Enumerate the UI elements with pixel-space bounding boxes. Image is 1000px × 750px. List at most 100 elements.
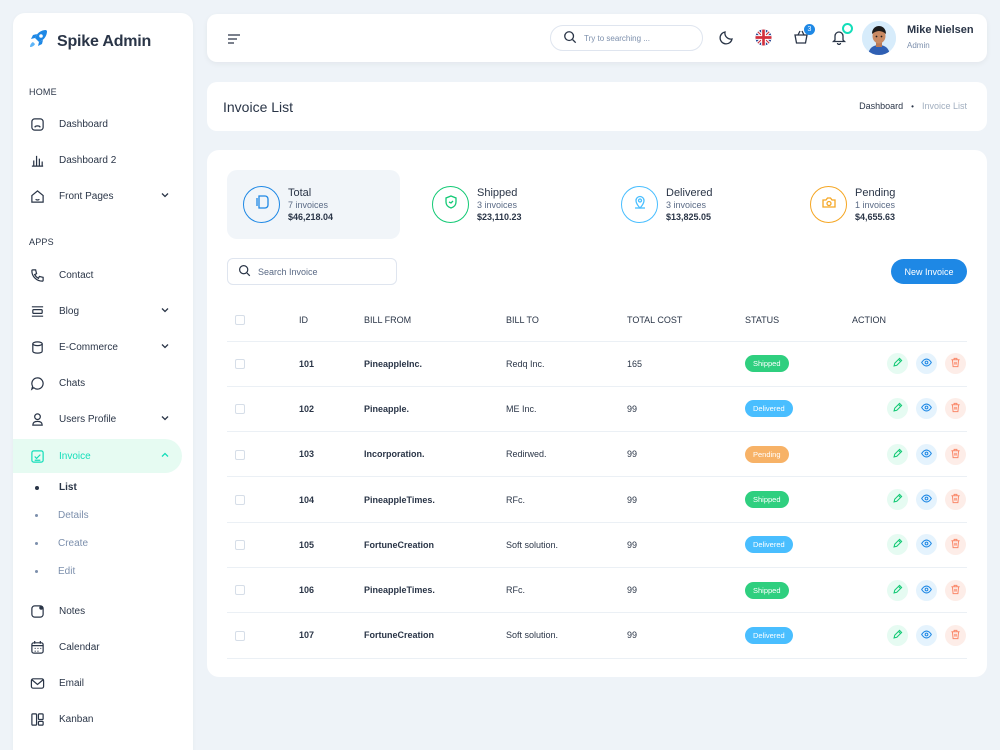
- header-bill-from[interactable]: BILL FROM: [364, 299, 506, 342]
- sidebar-item-notes[interactable]: Notes: [13, 594, 182, 628]
- table-row[interactable]: 104 PineappleTimes. RFc. 99 Shipped: [227, 476, 967, 523]
- table-row[interactable]: 105 FortuneCreation Soft solution. 99 Delive…: [227, 522, 967, 568]
- delete-button[interactable]: [945, 443, 966, 465]
- sidebar-sub-edit[interactable]: Edit: [35, 566, 75, 577]
- sidebar-item-invoice[interactable]: Invoice: [13, 439, 182, 473]
- basket-icon[interactable]: [793, 29, 809, 50]
- delete-button[interactable]: [945, 624, 966, 646]
- bill-from: Incorporation.: [364, 431, 506, 478]
- stat-shipped-circle: [432, 186, 469, 223]
- row-actions: [886, 398, 967, 420]
- table-row[interactable]: 102 Pineapple. ME Inc. 99 Delivered: [227, 386, 967, 433]
- sidebar-sub-create[interactable]: Create: [35, 538, 88, 549]
- view-button[interactable]: [916, 579, 937, 601]
- sidebar-item-dashboard[interactable]: Dashboard: [13, 107, 182, 141]
- header-search-input[interactable]: Try to searching ...: [550, 25, 703, 51]
- table-row[interactable]: 101 PineappleInc. Redq Inc. 165 Shipped: [227, 341, 967, 387]
- delete-button[interactable]: [945, 489, 966, 511]
- sidebar-item-calendar[interactable]: Calendar: [13, 630, 182, 664]
- table-row[interactable]: 103 Incorporation. Redirwed. 99 Pending: [227, 431, 967, 478]
- sidebar-item-label: Calendar: [59, 641, 100, 653]
- sidebar-item-label: Notes: [59, 605, 86, 617]
- delete-button[interactable]: [945, 579, 966, 601]
- sidebar-item-label: Users Profile: [59, 413, 117, 425]
- invoice-id: 101: [299, 341, 364, 387]
- header-total-cost[interactable]: TOTAL COST: [627, 299, 745, 342]
- user-avatar[interactable]: [862, 21, 896, 55]
- bell-icon[interactable]: [831, 29, 847, 50]
- row-checkbox[interactable]: [235, 404, 245, 415]
- stat-count: 1 invoices: [855, 199, 896, 210]
- delete-button[interactable]: [945, 398, 966, 420]
- sidebar-item-front-pages[interactable]: Front Pages: [13, 179, 182, 213]
- row-checkbox[interactable]: [235, 630, 245, 641]
- nav-section-apps: APPS: [29, 237, 54, 247]
- edit-button[interactable]: [887, 489, 908, 511]
- bullet-dot: [35, 570, 38, 573]
- edit-button[interactable]: [887, 398, 908, 420]
- sidebar-item-kanban[interactable]: Kanban: [13, 702, 182, 736]
- sidebar-item-label: Chats: [59, 377, 86, 389]
- header-id[interactable]: ID: [299, 299, 364, 342]
- brand-logo[interactable]: Spike Admin: [26, 27, 151, 56]
- invoice-id: 104: [299, 476, 364, 523]
- view-button[interactable]: [916, 489, 937, 511]
- view-button[interactable]: [916, 353, 937, 375]
- delete-button[interactable]: [945, 534, 966, 556]
- sidebar-item-users-profile[interactable]: Users Profile: [13, 402, 182, 436]
- action-cell: [852, 476, 967, 523]
- stat-total[interactable]: Total 7 invoices $46,218.04: [227, 170, 400, 239]
- table-row[interactable]: 107 FortuneCreation Soft solution. 99 Delive…: [227, 612, 967, 659]
- new-invoice-button[interactable]: New Invoice: [891, 259, 967, 284]
- stat-shipped[interactable]: Shipped 3 invoices $23,110.23: [416, 170, 589, 239]
- sidebar-sub-list[interactable]: List: [35, 482, 77, 493]
- header-status[interactable]: STATUS: [745, 299, 852, 342]
- edit-button[interactable]: [887, 353, 908, 375]
- stat-pending[interactable]: Pending 1 invoices $4,655.63: [794, 170, 967, 239]
- edit-button[interactable]: [887, 534, 908, 556]
- sidebar-item-dashboard-2[interactable]: Dashboard 2: [13, 143, 182, 177]
- sidebar-item-chats[interactable]: Chats: [13, 366, 182, 400]
- view-button[interactable]: [916, 624, 937, 646]
- user-role: Admin: [907, 41, 930, 50]
- uk-flag-icon[interactable]: [755, 29, 772, 51]
- edit-button[interactable]: [887, 443, 908, 465]
- status-cell: Shipped: [745, 341, 852, 387]
- table-row[interactable]: 106 PineappleTimes. RFc. 99 Shipped: [227, 567, 967, 614]
- eye-icon: [921, 448, 932, 461]
- edit-button[interactable]: [887, 579, 908, 601]
- invoice-search-input[interactable]: Search Invoice: [227, 258, 397, 285]
- row-checkbox[interactable]: [235, 358, 245, 369]
- shield-icon: [443, 194, 459, 215]
- view-button[interactable]: [916, 398, 937, 420]
- total-cost: 99: [627, 522, 745, 568]
- view-button[interactable]: [916, 534, 937, 556]
- row-checkbox[interactable]: [235, 540, 245, 551]
- eye-icon: [921, 538, 932, 551]
- user-name[interactable]: Mike Nielsen: [907, 24, 974, 36]
- pencil-icon: [892, 448, 903, 461]
- moon-icon[interactable]: [719, 29, 735, 50]
- row-select-cell: [227, 341, 299, 387]
- sidebar-item-contact[interactable]: Contact: [13, 258, 182, 292]
- header-bill-to[interactable]: BILL TO: [506, 299, 627, 342]
- breadcrumb-dashboard-link[interactable]: Dashboard: [859, 101, 904, 111]
- select-all-checkbox[interactable]: [235, 315, 245, 326]
- stat-amount: $46,218.04: [288, 211, 334, 222]
- view-button[interactable]: [916, 443, 937, 465]
- sidebar-item-e-commerce[interactable]: E-Commerce: [13, 330, 182, 364]
- sidebar-sub-details[interactable]: Details: [35, 510, 89, 521]
- delete-button[interactable]: [945, 353, 966, 375]
- edit-button[interactable]: [887, 624, 908, 646]
- row-checkbox[interactable]: [235, 585, 245, 596]
- row-checkbox[interactable]: [235, 494, 245, 505]
- mail-icon: [29, 675, 45, 691]
- row-checkbox[interactable]: [235, 449, 245, 460]
- stat-delivered[interactable]: Delivered 3 invoices $13,825.05: [605, 170, 778, 239]
- eye-icon: [921, 493, 932, 506]
- sidebar-item-blog[interactable]: Blog: [13, 294, 182, 328]
- pencil-icon: [892, 493, 903, 506]
- sidebar-item-email[interactable]: Email: [13, 666, 182, 700]
- bill-to: RFc.: [506, 567, 627, 614]
- menu-toggle-icon[interactable]: [227, 32, 241, 50]
